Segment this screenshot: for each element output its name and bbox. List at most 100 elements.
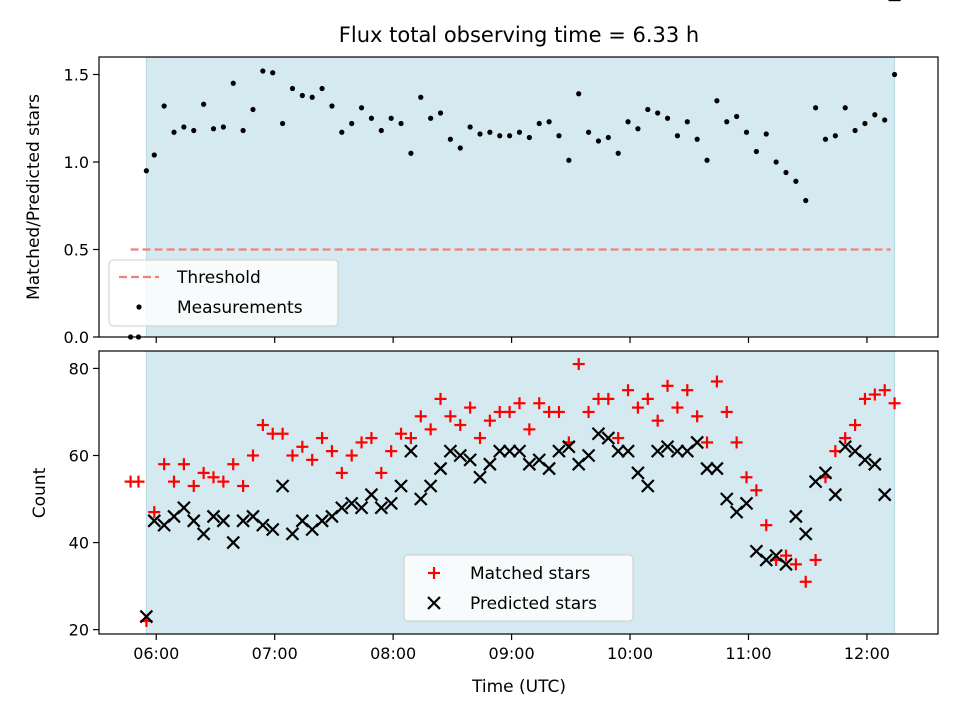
measurement-point xyxy=(339,129,345,135)
predicted-star-point xyxy=(384,496,398,511)
predicted-star-point xyxy=(739,496,754,511)
predicted-star-point xyxy=(433,461,448,476)
matched-star-point xyxy=(483,414,496,427)
measurement-point xyxy=(299,92,305,99)
measurement-point xyxy=(536,120,542,127)
matched-star-point xyxy=(582,405,595,418)
matched-star-point xyxy=(809,553,822,566)
predicted-star-point xyxy=(344,496,359,511)
matched-star-point xyxy=(207,471,220,484)
measurement-point xyxy=(191,127,197,134)
y-tick-label: 0.0 xyxy=(64,328,89,347)
x-tick-label: 08:00 xyxy=(370,644,416,663)
matched-star-point xyxy=(730,436,743,449)
predicted-star-point xyxy=(512,444,527,458)
matched-star-point xyxy=(246,449,259,462)
predicted-star-point xyxy=(631,466,645,480)
matched-star-point xyxy=(533,397,546,410)
matched-star-point xyxy=(227,458,240,471)
measurement-point xyxy=(852,127,858,134)
measurement-point xyxy=(428,115,434,121)
matched-star-point xyxy=(671,401,684,414)
counts-panel-frame xyxy=(98,350,939,635)
measurement-point xyxy=(793,178,799,184)
measurement-point xyxy=(349,120,355,127)
predicted-star-point xyxy=(226,535,241,550)
measurement-point xyxy=(645,106,651,113)
predicted-star-point xyxy=(552,444,566,458)
measurement-point xyxy=(556,133,562,139)
matched-star-point xyxy=(345,449,358,462)
y-tick-label: 20 xyxy=(69,621,89,640)
measurement-point xyxy=(319,85,325,92)
predicted-star-point xyxy=(621,444,635,458)
matched-star-point xyxy=(661,379,674,392)
predicted-star-point xyxy=(502,444,517,458)
measurement-point xyxy=(763,131,769,137)
matched-star-point xyxy=(414,410,427,423)
measurement-point xyxy=(329,103,335,109)
predicted-star-point xyxy=(256,518,270,532)
predicted-star-point xyxy=(483,457,497,471)
predicted-star-point xyxy=(581,448,596,463)
predicted-star-point xyxy=(779,557,793,572)
chart-title: Flux total observing time = 6.33 h xyxy=(339,23,699,47)
measurement-point xyxy=(358,105,365,111)
ratio-panel: 0.0 0.5 1.0 1.5 Matched/Predicted stars Thr… xyxy=(24,56,939,347)
measurement-point xyxy=(507,133,513,139)
matched-star-point xyxy=(572,358,585,371)
matched-star-point xyxy=(217,475,230,488)
measurement-point xyxy=(201,101,207,107)
matched-star-point xyxy=(789,558,802,571)
measurement-point xyxy=(743,129,750,135)
matched-star-point xyxy=(631,401,644,414)
threshold-legend-label: Threshold xyxy=(176,268,261,288)
matched-star-point xyxy=(641,392,654,405)
predicted-star-point xyxy=(818,466,833,480)
ratio-panel-frame xyxy=(98,56,939,338)
counts-panel: 20 40 60 80 06:00 07:00 08:00 09:00 10:00 11:00 1… xyxy=(30,0,939,663)
matched-star-point xyxy=(750,484,763,497)
counts-legend-box xyxy=(403,554,634,622)
measurement-point xyxy=(734,113,740,120)
y-tick-label: 0.5 xyxy=(64,241,89,260)
matched-star-point xyxy=(296,440,309,453)
measurement-point xyxy=(467,124,473,130)
matched-star-point xyxy=(474,432,487,445)
predicted-star-point xyxy=(700,461,714,476)
matched-star-point xyxy=(335,466,348,479)
measurement-point xyxy=(615,150,621,156)
matched-star-point xyxy=(760,519,773,532)
measurement-point xyxy=(210,126,217,132)
matched-star-point xyxy=(720,405,733,418)
predicted-star-point xyxy=(206,509,221,524)
measurement-point xyxy=(388,115,394,121)
measurements-legend-swatch xyxy=(136,304,142,310)
predicted-star-point xyxy=(789,509,803,524)
predicted-star-point xyxy=(877,487,892,502)
matched-star-point xyxy=(316,432,329,445)
measurement-point xyxy=(240,127,246,134)
y-tick-label: 60 xyxy=(69,446,89,465)
measurement-point xyxy=(842,105,848,111)
predicted-star-point xyxy=(611,444,625,458)
predicted-star-point xyxy=(798,527,813,541)
measurement-point xyxy=(724,119,730,125)
predicted-star-point xyxy=(285,527,300,541)
predicted-star-point xyxy=(601,431,616,445)
predicted-star-point xyxy=(562,440,576,454)
matched-star-point xyxy=(779,549,792,562)
predicted-star-point xyxy=(374,500,389,515)
counts-legend: Matched stars Predicted stars xyxy=(403,554,634,622)
matched-star-point xyxy=(454,419,467,432)
predicted-star-point xyxy=(492,444,507,458)
matched-star-point xyxy=(710,375,723,388)
matched-star-point xyxy=(602,392,615,405)
predicted-star-point xyxy=(404,444,418,458)
matched-star-point xyxy=(197,466,210,479)
matched-star-point xyxy=(375,466,388,479)
ratio-legend: Threshold Measurements xyxy=(108,259,339,327)
predicted-star-point xyxy=(265,522,280,537)
matched-star-point xyxy=(177,458,190,471)
